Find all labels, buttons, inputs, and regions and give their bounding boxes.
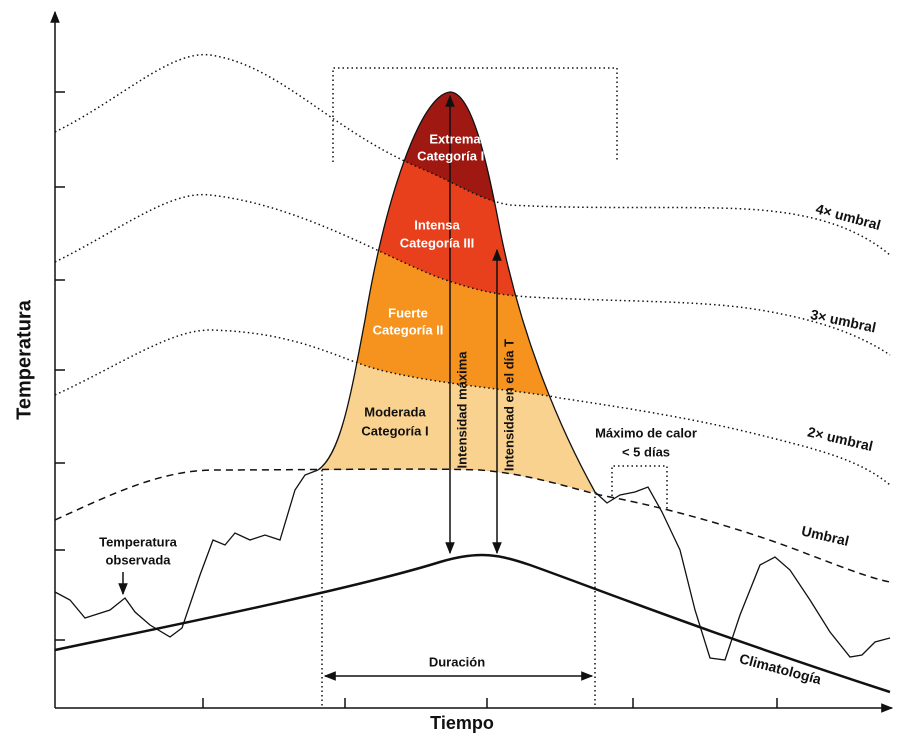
duration-bounds bbox=[321, 470, 596, 708]
short-peak-box bbox=[611, 465, 668, 510]
observed-label: observada bbox=[105, 552, 171, 567]
y-axis-label: Temperatura bbox=[13, 299, 35, 420]
day-intensity-label: Intensidad en el día T bbox=[501, 339, 516, 471]
observed-label: Temperatura bbox=[99, 534, 178, 549]
category-level: Categoría I bbox=[361, 423, 428, 438]
four-threshold-line bbox=[54, 53, 891, 256]
observed-line bbox=[54, 469, 891, 661]
short-peak-label: Máximo de calor bbox=[595, 425, 697, 440]
line-label: Umbral bbox=[800, 523, 851, 549]
x-axis-label: Tiempo bbox=[430, 713, 494, 733]
line-label: 3× umbral bbox=[809, 306, 877, 335]
threshold-line bbox=[54, 468, 891, 583]
climatology-line bbox=[54, 553, 891, 694]
category-level: Categoría II bbox=[373, 322, 444, 337]
line-label: 4× umbral bbox=[814, 200, 882, 233]
category-name: Moderada bbox=[364, 404, 426, 419]
max-intensity-label: Intensidad máxima bbox=[454, 351, 469, 469]
arrows bbox=[118, 94, 594, 681]
category-name: Extrema bbox=[429, 131, 481, 146]
three-threshold-line bbox=[54, 193, 891, 356]
peak-outline bbox=[317, 91, 596, 493]
category-name: Fuerte bbox=[388, 305, 428, 320]
duration-label: Duración bbox=[429, 654, 485, 669]
two-threshold-line bbox=[54, 329, 891, 486]
category-level: Categoría III bbox=[400, 235, 474, 250]
category-level: Categoría IV bbox=[417, 148, 493, 163]
category-name: Intensa bbox=[414, 217, 460, 232]
short-peak-label: < 5 días bbox=[622, 444, 670, 459]
